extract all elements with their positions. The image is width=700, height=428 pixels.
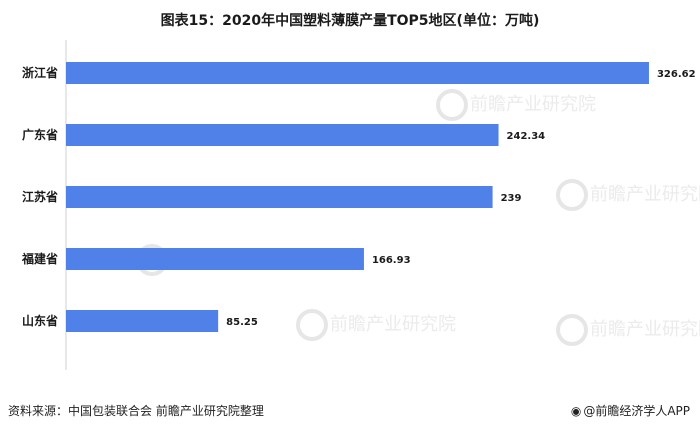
watermark-text-4: 前瞻产业研究院 [590,319,700,340]
bar-1 [66,62,649,84]
brand-icon: ◉ [570,404,582,418]
brand-label: @前瞻经济学人APP [583,404,690,418]
category-label-2: 广东省 [22,127,58,142]
watermark-logo-3 [556,179,588,211]
chart-title: 图表15：2020年中国塑料薄膜产量TOP5地区(单位：万吨) [160,13,540,29]
value-label-5: 85.25 [226,317,258,328]
watermark-logo-4 [556,314,588,346]
bar-2 [66,124,499,146]
brand-credit: ◉ @前瞻经济学人APP [571,402,690,419]
value-label-1: 326.62 [657,69,696,80]
category-label-3: 江苏省 [22,189,58,204]
source-note: 资料来源：中国包装联合会 前瞻产业研究院整理 [8,404,264,418]
category-label-4: 福建省 [21,251,58,266]
watermark-logo-5 [296,309,328,341]
watermark-text-3: 前瞻产业研究院 [590,184,700,205]
category-label-1: 浙江省 [22,65,58,80]
watermark-text-2: 前瞻产业研究院 [470,94,596,115]
value-label-3: 239 [501,193,522,204]
bar-4 [66,248,364,270]
bar-3 [66,186,493,208]
watermark-text-5: 前瞻产业研究院 [330,314,456,335]
value-label-2: 242.34 [507,131,546,142]
category-label-5: 山东省 [22,313,58,328]
bar-5 [66,310,219,332]
watermark-logo-2 [436,89,468,121]
value-label-4: 166.93 [372,255,411,266]
